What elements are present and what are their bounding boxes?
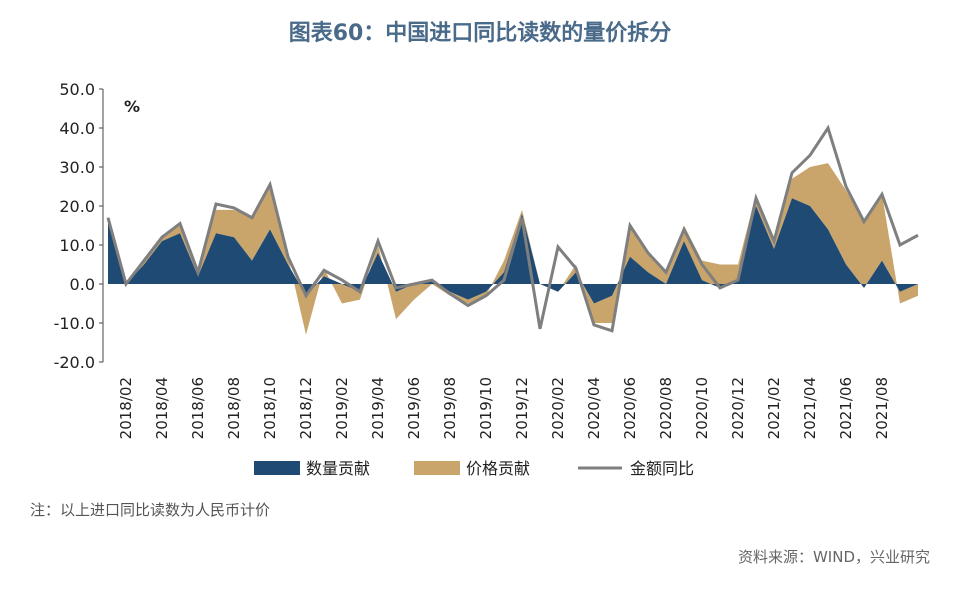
source: 资料来源：WIND，兴业研究 [738,548,930,566]
x-tick-label: 2020/02 [549,377,567,439]
chart-title: 图表60：中国进口同比读数的量价拆分 [289,20,672,46]
y-tick-label: 20.0 [59,197,95,216]
x-tick-label: 2019/06 [405,377,423,439]
x-tick-label: 2018/12 [297,377,315,439]
y-tick-label: -10.0 [54,314,95,333]
x-tick-label: 2020/12 [729,377,747,439]
x-tick-label: 2021/06 [837,377,855,439]
x-tick-label: 2020/06 [621,377,639,439]
legend-swatch [254,461,300,475]
x-tick-label: 2020/10 [693,377,711,439]
legend-swatch [414,461,460,475]
x-tick-label: 2018/08 [225,377,243,439]
x-tick-label: 2019/12 [513,377,531,439]
y-tick-label: -20.0 [54,353,95,372]
x-tick-label: 2018/06 [189,377,207,439]
x-tick-label: 2020/04 [585,377,603,439]
y-unit: % [124,97,140,116]
y-tick-label: 40.0 [59,119,95,138]
x-tick-label: 2021/08 [873,377,891,439]
y-tick-label: 0.0 [70,275,95,294]
x-tick-label: 2019/10 [477,377,495,439]
x-tick-label: 2018/02 [117,377,135,439]
x-tick-label: 2018/04 [153,377,171,439]
y-tick-label: 10.0 [59,236,95,255]
x-tick-label: 2021/02 [765,377,783,439]
x-tick-label: 2021/04 [801,377,819,439]
x-tick-label: 2019/04 [369,377,387,439]
x-tick-label: 2019/02 [333,377,351,439]
y-tick-label: 30.0 [59,158,95,177]
y-tick-label: 50.0 [59,80,95,99]
x-tick-label: 2019/08 [441,377,459,439]
x-tick-label: 2020/08 [657,377,675,439]
legend-label: 价格贡献 [466,459,530,478]
x-tick-label: 2018/10 [261,377,279,439]
legend-label: 数量贡献 [306,459,370,478]
legend-label: 金额同比 [630,459,694,478]
line [106,124,919,333]
note: 注：以上进口同比读数为人民币计价 [30,501,270,519]
